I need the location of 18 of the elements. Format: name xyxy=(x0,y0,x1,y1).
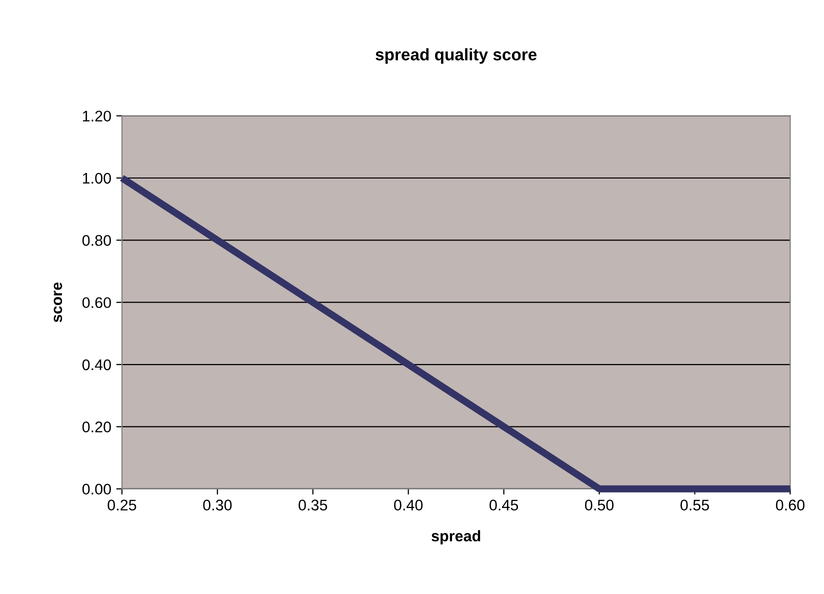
y-tick-label: 0.60 xyxy=(82,297,111,308)
x-tick-label: 0.35 xyxy=(298,500,328,510)
y-axis-title: score xyxy=(54,282,62,322)
x-tick-label: 0.30 xyxy=(203,500,232,510)
y-tick-label: 0.20 xyxy=(82,422,111,432)
x-tick-label: 0.55 xyxy=(680,500,709,510)
y-tick-label: 1.20 xyxy=(82,110,111,122)
y-tick-label: 0.80 xyxy=(82,235,111,246)
chart-title: spread quality score xyxy=(376,48,537,64)
x-tick-label: 0.50 xyxy=(585,500,614,510)
y-tick-label: 0.40 xyxy=(82,359,111,370)
x-tick-label: 0.40 xyxy=(394,500,423,510)
y-tick-label: 1.00 xyxy=(82,172,111,184)
y-tick-label: 0.00 xyxy=(82,484,111,495)
x-axis-title: spread xyxy=(432,530,480,544)
x-tick-label: 0.25 xyxy=(108,500,136,510)
x-tick-label: 0.45 xyxy=(490,500,518,510)
x-tick-label: 0.60 xyxy=(776,500,804,510)
